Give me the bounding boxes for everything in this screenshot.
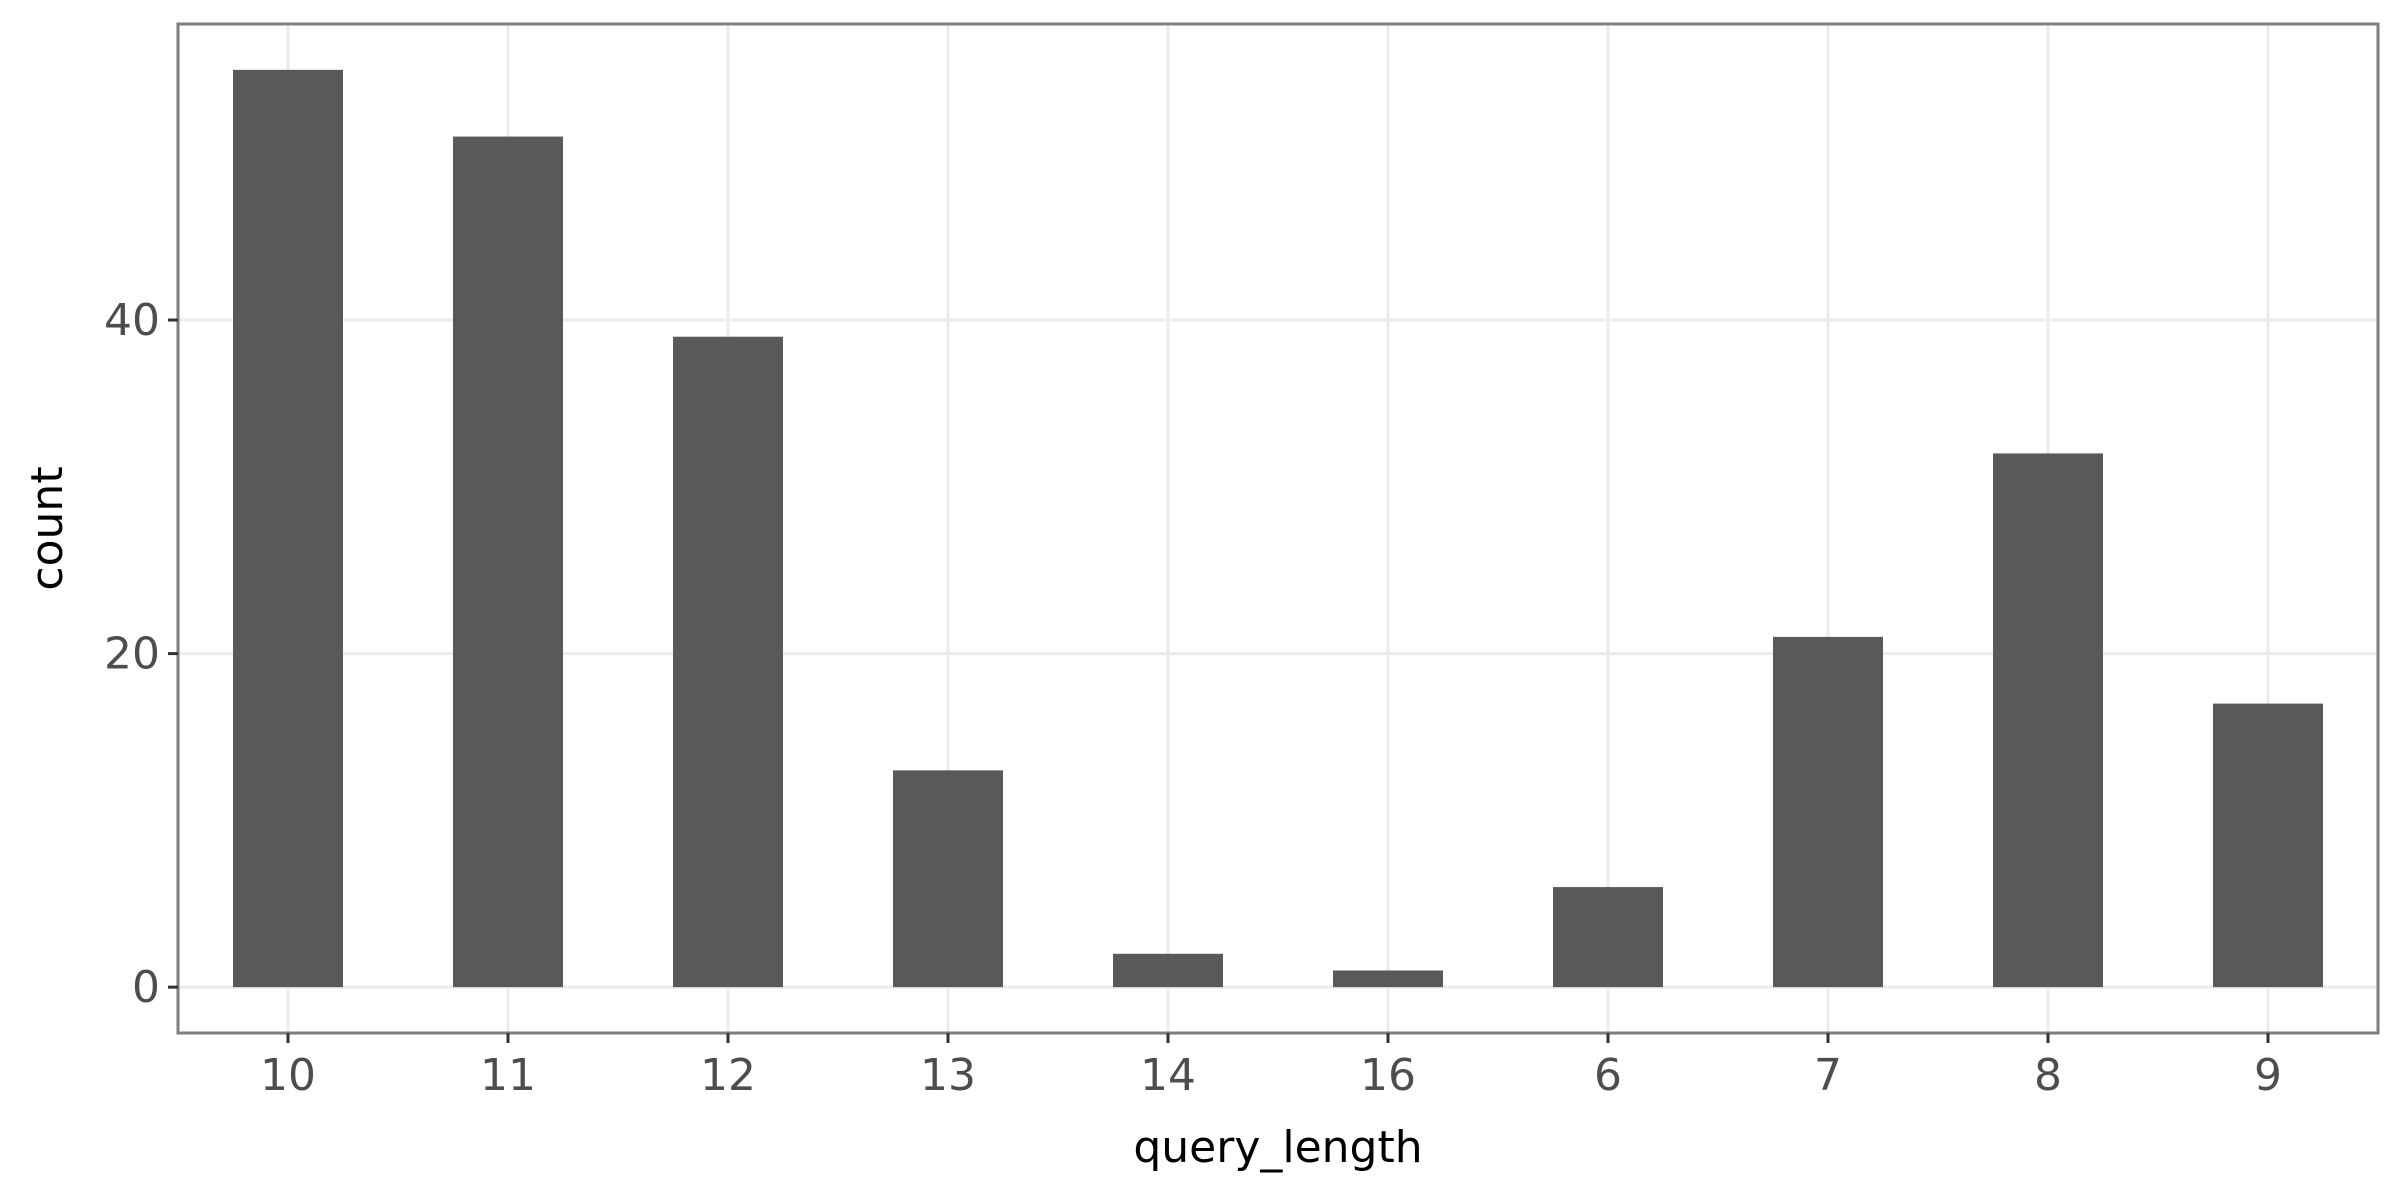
x-tick-label: 8 xyxy=(2034,1050,2062,1101)
x-axis-title: query_length xyxy=(1133,1122,1422,1173)
axis-ticks xyxy=(168,318,2270,1043)
panel-border xyxy=(176,22,2380,1035)
bars xyxy=(233,69,2323,988)
bar-12 xyxy=(673,336,783,988)
x-tick-label: 13 xyxy=(920,1050,976,1101)
x-tick-label: 9 xyxy=(2254,1050,2282,1101)
y-tick-label: 20 xyxy=(104,629,160,680)
x-tick-label: 7 xyxy=(1814,1050,1842,1101)
y-tick-label: 40 xyxy=(104,295,160,346)
y-tick-label: 0 xyxy=(132,962,160,1013)
bar-16 xyxy=(1333,970,1443,988)
bar-10 xyxy=(233,69,343,988)
bar-11 xyxy=(453,136,563,988)
bar-8 xyxy=(1993,453,2103,988)
x-tick-labels: 10 11 12 13 14 16 6 7 8 9 xyxy=(260,1050,2282,1101)
bar-9 xyxy=(2213,703,2323,988)
bar-14 xyxy=(1113,953,1223,988)
x-tick-label: 11 xyxy=(480,1050,536,1101)
y-axis-title: count xyxy=(22,466,73,590)
y-tick-labels: 0 20 40 xyxy=(104,295,160,1013)
x-tick-label: 10 xyxy=(260,1050,316,1101)
x-tick-label: 14 xyxy=(1140,1050,1196,1101)
bar-7 xyxy=(1773,636,1883,988)
bar-6 xyxy=(1553,887,1663,988)
x-tick-label: 6 xyxy=(1594,1050,1622,1101)
bar-13 xyxy=(893,770,1003,988)
x-tick-label: 16 xyxy=(1360,1050,1416,1101)
x-tick-label: 12 xyxy=(700,1050,756,1101)
